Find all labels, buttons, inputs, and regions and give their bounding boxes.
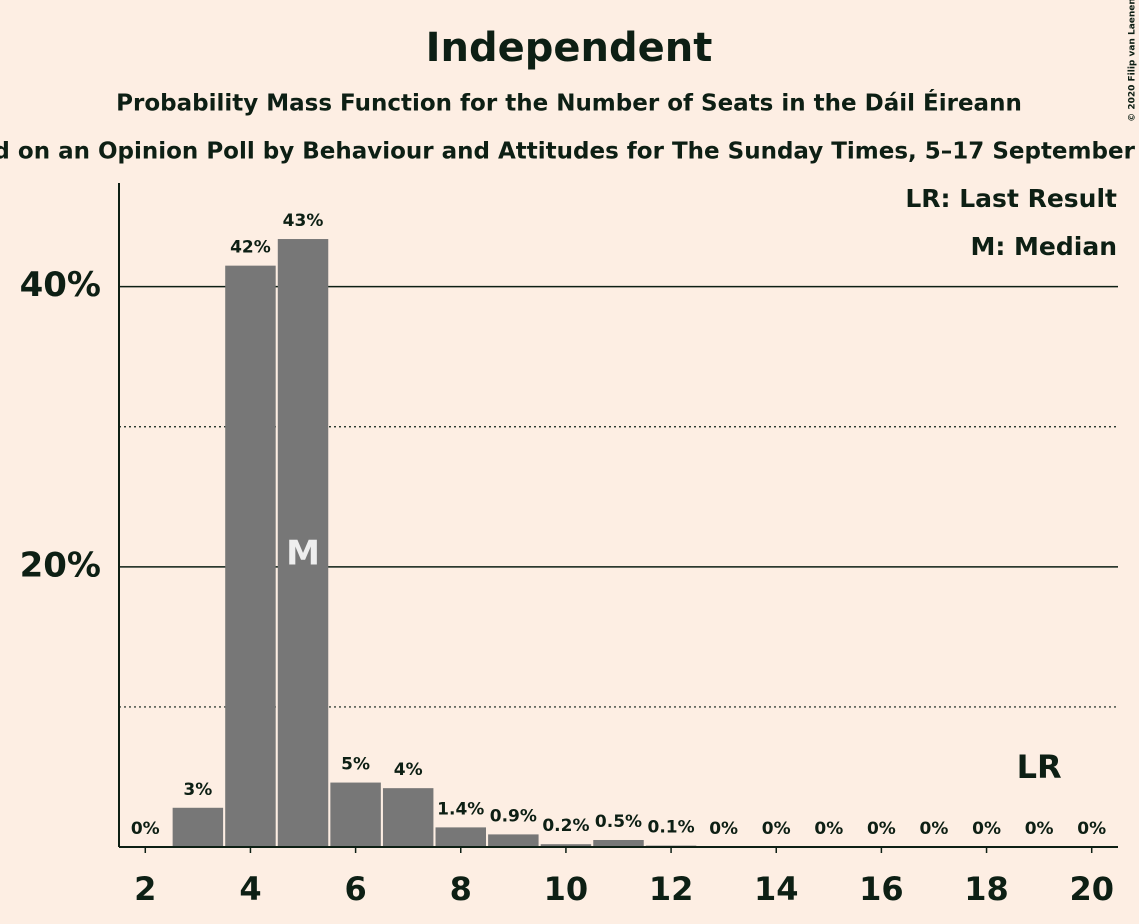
- legend-entry: M: Median: [970, 232, 1117, 261]
- value-label: 0%: [972, 819, 1001, 839]
- value-label: 0%: [762, 819, 791, 839]
- bar: [382, 788, 434, 847]
- copyright: © 2020 Filip van Laenen: [1128, 0, 1138, 122]
- x-tick-label: 14: [754, 870, 799, 908]
- chart-subtitle: Based on an Opinion Poll by Behaviour an…: [0, 139, 1139, 165]
- value-label: 43%: [283, 211, 324, 231]
- value-label: 3%: [183, 780, 212, 800]
- x-tick-label: 2: [134, 870, 156, 908]
- value-label: 1.4%: [437, 799, 484, 819]
- x-tick-label: 6: [344, 870, 366, 908]
- x-tick-label: 12: [649, 870, 694, 908]
- x-tick-label: 8: [450, 870, 472, 908]
- chart-subtitle: Probability Mass Function for the Number…: [116, 89, 1022, 117]
- bar: [277, 239, 329, 847]
- value-label: 4%: [394, 760, 423, 780]
- chart-title: Independent: [426, 25, 713, 71]
- value-label: 0.2%: [542, 816, 589, 836]
- median-marker: M: [286, 534, 320, 574]
- value-label: 0%: [709, 819, 738, 839]
- bar: [435, 827, 487, 847]
- value-label: 5%: [341, 755, 370, 775]
- bar: [225, 265, 276, 847]
- value-label: 0%: [814, 819, 843, 839]
- value-label: 0.5%: [595, 812, 642, 832]
- x-tick-label: 10: [544, 870, 589, 908]
- bar: [540, 844, 592, 847]
- x-tick-label: 20: [1069, 870, 1114, 908]
- value-label: 0%: [920, 819, 949, 839]
- x-tick-label: 18: [964, 870, 1009, 908]
- legend-entry: LR: Last Result: [905, 184, 1117, 213]
- y-tick-label: 20%: [20, 545, 101, 585]
- y-tick-label: 40%: [20, 265, 101, 305]
- value-label: 0%: [1025, 819, 1054, 839]
- value-label: 0.1%: [648, 818, 695, 838]
- value-label: 0%: [131, 819, 160, 839]
- bar: [330, 782, 381, 847]
- value-label: 42%: [230, 238, 271, 258]
- x-tick-label: 16: [859, 870, 904, 908]
- bar: [172, 807, 224, 847]
- bar: [593, 839, 644, 847]
- x-tick-label: 4: [239, 870, 261, 908]
- value-label: 0%: [1077, 819, 1106, 839]
- last-result-marker: LR: [1017, 748, 1062, 786]
- value-label: 0%: [867, 819, 896, 839]
- bar: [488, 834, 539, 847]
- value-label: 0.9%: [490, 806, 537, 826]
